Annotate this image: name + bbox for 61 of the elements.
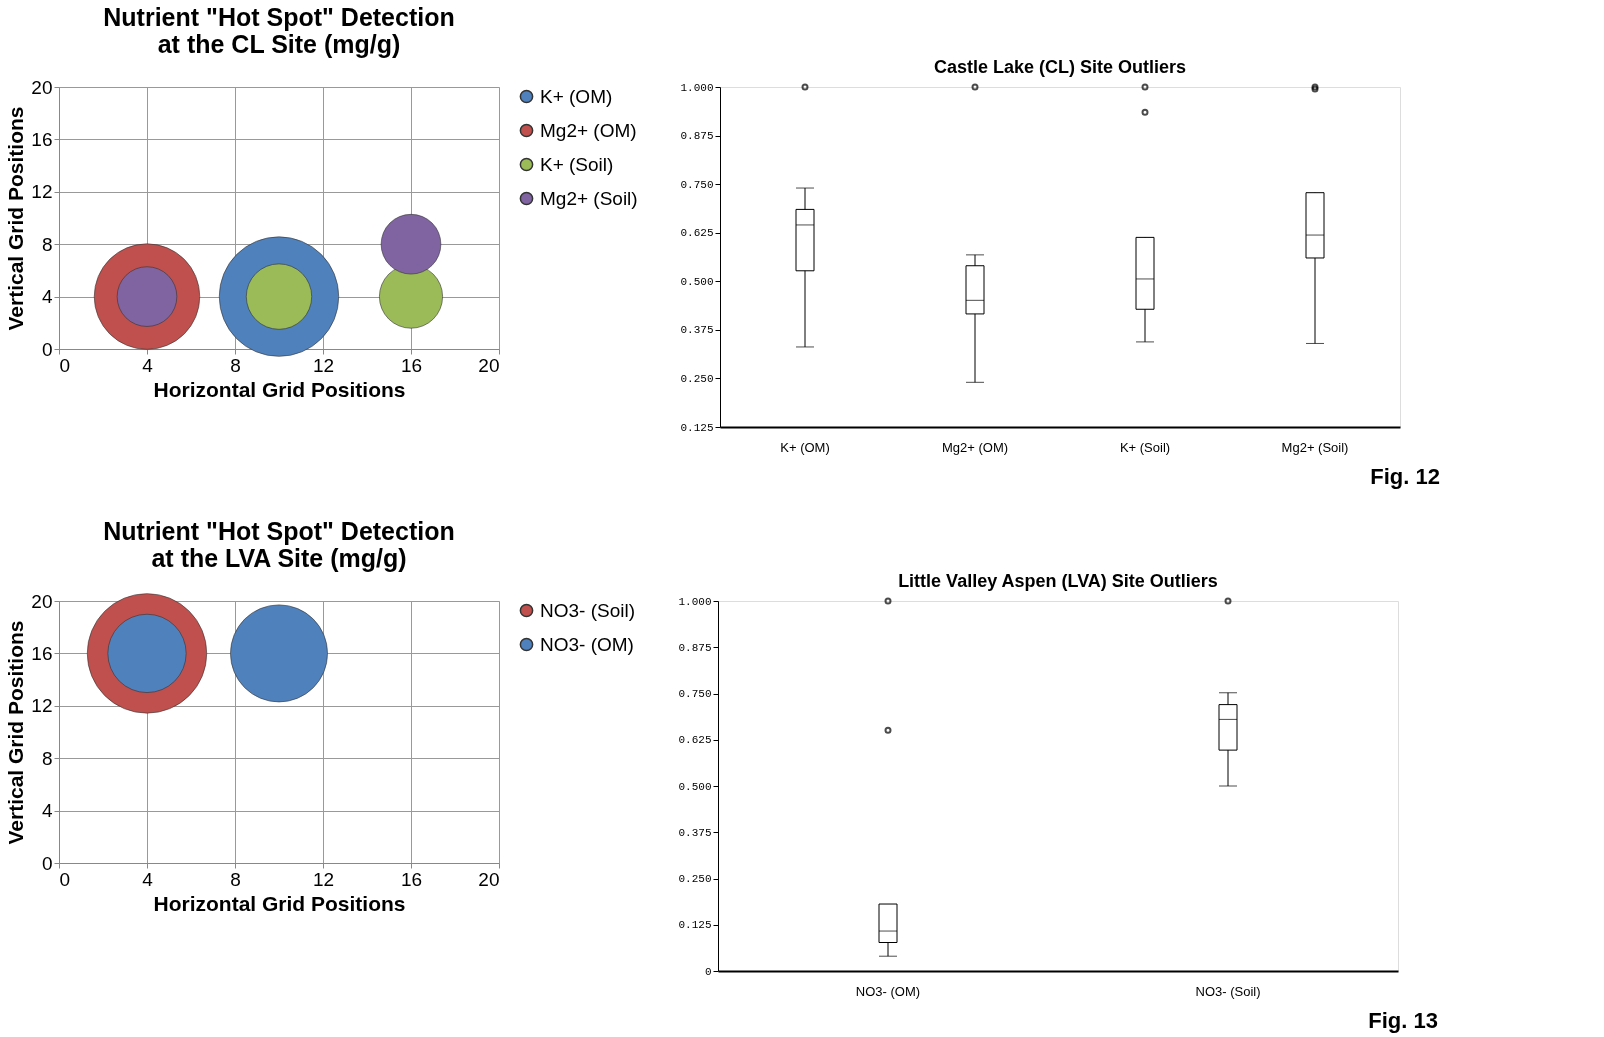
x-tick-label: 4 [142,354,154,376]
x-tick-label: 0 [59,354,71,376]
caption: Fig. 12 [1370,464,1440,489]
y-tick-label: 0.125 [678,919,712,932]
y-tick-label: 0.875 [678,641,712,654]
x-tick-label: 16 [400,354,423,376]
y-tick-label: 0.125 [680,421,714,434]
y-tick-label: 4 [41,286,53,308]
legend-label: Mg2+ (OM) [540,119,637,141]
y-tick-label: 0 [41,338,53,360]
y-tick-label: 0.750 [678,688,712,700]
x-tick-label: 8 [230,868,241,890]
y-tick-label: 20 [31,590,53,612]
x-tick-label: Mg2+ (OM) [941,439,1009,455]
y-tick-label: 16 [31,128,53,150]
x-tick-label: 8 [230,354,241,376]
y-tick-label: 0.875 [680,130,714,143]
y-tick-label: 0 [704,965,712,978]
y-tick-label: 8 [41,233,53,255]
legend-label: Mg2+ (Soil) [540,187,638,209]
y-tick-label: 0.375 [680,324,714,337]
chart-title: Nutrient "Hot Spot" Detection at the CL Site (mg/g) [103,3,455,58]
y-tick-label: 0 [41,852,53,874]
y-tick-label: 12 [31,181,53,203]
x-tick-label: K+ (OM) [780,439,830,455]
x-tick-label: 20 [478,868,500,890]
y-tick-label: 0.625 [678,734,712,747]
y-tick-label: 0.375 [678,826,712,839]
y-tick-label: 1.000 [680,81,714,94]
chart-title: Castle Lake (CL) Site Outliers [933,56,1187,77]
legend-label: NO3- (Soil) [540,599,636,621]
caption: Fig. 13 [1368,1008,1438,1033]
x-tick-label: 0 [59,868,71,890]
x-tick-label: K+ (Soil) [1119,439,1171,455]
y-tick-label: 20 [31,76,53,98]
x-tick-label: Mg2+ (Soil) [1281,439,1349,455]
y-tick-label: 0.625 [680,227,714,240]
x-tick-label: 12 [312,868,335,890]
y-tick-label: 0.500 [678,780,712,793]
y-tick-label: 4 [41,800,53,822]
x-axis-title: Horizontal Grid Positions [153,891,406,915]
y-axis-title: Vertical Grid Positions [4,620,28,845]
y-tick-label: 0.250 [680,372,714,385]
y-tick-label: 12 [31,695,53,717]
legend-label: K+ (Soil) [540,153,614,175]
chart-title: Little Valley Aspen (LVA) Site Outliers [898,570,1218,591]
y-axis-title: Vertical Grid Positions [4,106,28,331]
x-tick-label: 12 [312,354,335,376]
x-tick-label: 16 [400,868,423,890]
y-tick-label: 1.000 [678,595,712,608]
y-tick-label: 0.750 [680,178,714,191]
y-tick-label: 0.500 [680,275,714,288]
y-tick-label: 8 [41,747,53,769]
chart-title: Nutrient "Hot Spot" Detection at the LVA Site (mg/g) [103,517,455,572]
x-axis-title: Horizontal Grid Positions [153,377,406,401]
y-tick-label: 0.250 [678,873,712,885]
x-tick-label: 4 [142,868,154,890]
x-tick-label: 20 [478,354,500,376]
legend-label: K+ (OM) [540,85,613,107]
legend-label: NO3- (OM) [540,633,634,655]
y-tick-label: 16 [31,642,53,664]
